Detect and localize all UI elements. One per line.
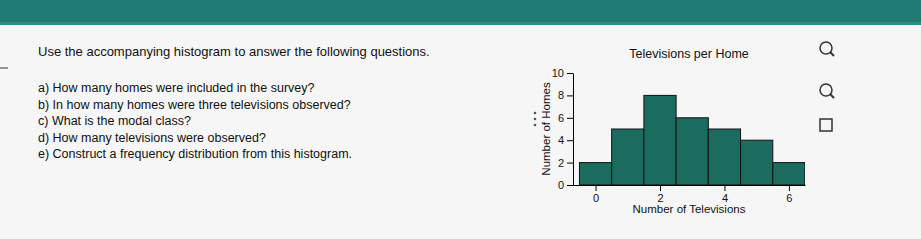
toolbar (820, 42, 834, 131)
x-axis-title: Number of Televisions (633, 203, 746, 215)
histogram-bar (773, 163, 805, 185)
histogram-bar (612, 129, 644, 185)
x-tick-label: 4 (722, 192, 728, 204)
question: e) Construct a frequency distribution fr… (38, 147, 352, 161)
y-tick-mark (567, 185, 573, 186)
side-mark (0, 68, 8, 69)
y-tick-label: 10 (552, 67, 564, 79)
page: Use the accompanying histogram to answer… (0, 0, 921, 239)
y-tick: 2 (558, 157, 573, 169)
x-tick-label: 6 (786, 192, 792, 204)
instruction: Use the accompanying histogram to answer… (38, 44, 430, 59)
x-tick-mark (789, 185, 790, 191)
zoom-icon[interactable] (820, 84, 834, 98)
x-tick-mark (724, 185, 725, 191)
x-tick: 0 (593, 185, 599, 204)
x-tick: 4 (722, 185, 728, 204)
x-tick-label: 0 (593, 192, 599, 204)
zoom-handle[interactable] (830, 52, 834, 56)
x-axis-line (574, 185, 806, 186)
y-tick: 4 (558, 134, 573, 146)
header-band (0, 0, 921, 22)
histogram-bar (741, 140, 773, 185)
y-tick-label: 8 (558, 89, 564, 101)
x-tick: 6 (786, 185, 792, 204)
y-tick-mark (567, 95, 573, 96)
y-axis-line (573, 74, 574, 186)
y-tick-label: 0 (558, 179, 564, 191)
y-tick-label: 2 (558, 157, 564, 169)
y-tick-mark (567, 118, 573, 119)
y-tick-mark (567, 163, 573, 164)
y-tick-label: 6 (558, 112, 564, 124)
y-axis-title: Number of Homes (540, 82, 552, 176)
question: b) In how many homes were three televisi… (38, 98, 351, 112)
y-tick: 10 (552, 67, 573, 79)
histogram-bar (708, 129, 740, 185)
histogram-bar (579, 163, 611, 185)
x-axis: 0 2 4 6 (574, 185, 806, 204)
zoom-icon[interactable] (820, 42, 834, 56)
y-tick: 0 (558, 179, 573, 191)
question: a) How many homes were included in the s… (38, 81, 315, 95)
y-axis: 0 2 4 6 8 10 (552, 67, 574, 191)
y-tick-label: 4 (558, 134, 564, 146)
zoom-handle[interactable] (830, 94, 834, 98)
header-line (0, 22, 921, 25)
question: c) What is the modal class? (38, 114, 191, 128)
x-tick-mark (596, 185, 597, 191)
histogram-bar (644, 95, 676, 185)
x-tick-label: 2 (657, 192, 663, 204)
histogram-bar (676, 118, 708, 185)
handle-dot (534, 118, 537, 121)
y-tick-mark (567, 73, 573, 74)
x-tick: 2 (657, 185, 663, 204)
handle-dot (534, 124, 537, 127)
y-tick: 6 (558, 112, 573, 124)
bars (579, 95, 805, 185)
handle-dot (534, 112, 537, 115)
chart-title: Televisions per Home (629, 47, 749, 61)
y-tick: 8 (558, 89, 573, 101)
question: d) How many televisions were observed? (38, 131, 266, 145)
y-tick-mark (567, 140, 573, 141)
x-tick-mark (660, 185, 661, 191)
expand-icon[interactable] (820, 119, 832, 131)
